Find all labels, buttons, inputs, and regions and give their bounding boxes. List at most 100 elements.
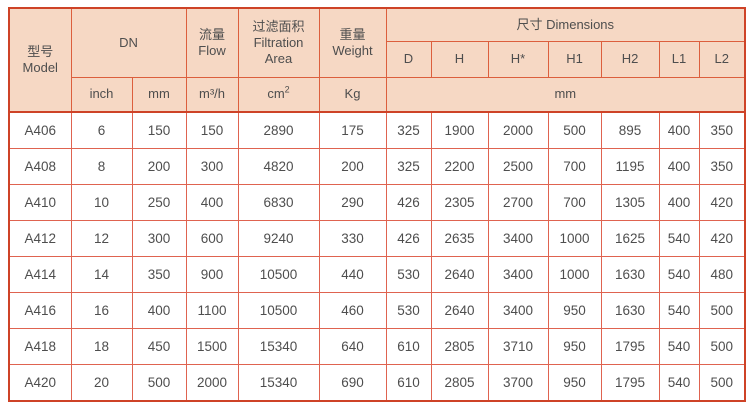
value-cell: 500 — [131, 364, 187, 402]
value-cell: 250 — [131, 184, 187, 221]
filtration-label-en1: Filtration — [253, 34, 304, 50]
value-cell: 300 — [185, 148, 239, 185]
value-cell: 950 — [547, 292, 602, 329]
value-cell: 18 — [70, 328, 133, 365]
value-cell: 3400 — [487, 292, 549, 329]
model-cell: A418 — [8, 328, 72, 365]
weight-label-zh: 重量 — [339, 26, 366, 42]
value-cell: 3710 — [487, 328, 549, 365]
unit-flow: m³/h — [185, 76, 239, 113]
value-cell: 1795 — [600, 364, 660, 402]
value-cell: 400 — [658, 148, 700, 185]
weight-label-en: Weight — [332, 42, 373, 58]
value-cell: 700 — [547, 184, 602, 221]
value-cell: 500 — [698, 292, 746, 329]
col-header-filtration-area: 过滤面积 Filtration Area — [237, 7, 320, 78]
value-cell: 500 — [547, 111, 602, 149]
value-cell: 400 — [185, 184, 239, 221]
flow-label-en: Flow — [198, 42, 226, 58]
value-cell: 3400 — [487, 220, 549, 257]
value-cell: 300 — [131, 220, 187, 257]
value-cell: 400 — [131, 292, 187, 329]
table-row: A420 20 500 2000 15340 690 610 2805 3700 950 1795 5… — [8, 364, 746, 402]
value-cell: 610 — [385, 364, 432, 402]
value-cell: 400 — [658, 184, 700, 221]
value-cell: 2000 — [487, 111, 549, 149]
col-header-dimensions: 尺寸 Dimensions — [385, 7, 746, 42]
value-cell: 426 — [385, 220, 432, 257]
col-header-l1: L1 — [658, 40, 700, 78]
col-header-d: D — [385, 40, 432, 78]
value-cell: 2000 — [185, 364, 239, 402]
table-row: A410 10 250 400 6830 290 426 2305 2700 700 1305 400… — [8, 184, 746, 221]
value-cell: 6 — [70, 111, 133, 149]
value-cell: 9240 — [237, 220, 320, 257]
value-cell: 10 — [70, 184, 133, 221]
model-label-en: Model — [22, 60, 58, 75]
value-cell: 350 — [131, 256, 187, 293]
value-cell: 350 — [698, 148, 746, 185]
value-cell: 460 — [318, 292, 387, 329]
header-row-units: inch mm m³/h cm2 Kg mm — [9, 76, 746, 113]
value-cell: 420 — [698, 220, 746, 257]
value-cell: 900 — [185, 256, 239, 293]
value-cell: 400 — [658, 111, 700, 149]
header-row-groups: 型号 Model DN 流量 Flow 过滤面积 Filtration Area… — [8, 7, 746, 113]
table-row: A418 18 450 1500 15340 640 610 2805 3710 950 1795 5… — [8, 328, 746, 365]
value-cell: 2635 — [430, 220, 489, 257]
value-cell: 2805 — [430, 364, 489, 402]
value-cell: 540 — [658, 364, 700, 402]
value-cell: 530 — [385, 292, 432, 329]
model-cell: A420 — [8, 364, 72, 402]
value-cell: 3700 — [487, 364, 549, 402]
col-header-l2: L2 — [698, 40, 746, 78]
filtration-label-zh: 过滤面积 — [252, 18, 305, 34]
table-row: A416 16 400 1100 10500 460 530 2640 3400 950 1630 5… — [8, 292, 746, 329]
value-cell: 2305 — [430, 184, 489, 221]
value-cell: 330 — [318, 220, 387, 257]
value-cell: 426 — [385, 184, 432, 221]
value-cell: 1100 — [185, 292, 239, 329]
value-cell: 2890 — [237, 111, 320, 149]
col-header-weight: 重量 Weight — [318, 7, 387, 78]
model-cell: A410 — [8, 184, 72, 221]
value-cell: 1795 — [600, 328, 660, 365]
value-cell: 200 — [318, 148, 387, 185]
value-cell: 20 — [70, 364, 133, 402]
value-cell: 480 — [698, 256, 746, 293]
value-cell: 15340 — [237, 328, 320, 365]
unit-area-exponent: 2 — [284, 84, 290, 95]
value-cell: 1305 — [600, 184, 660, 221]
model-label-zh: 型号 — [27, 44, 54, 60]
value-cell: 150 — [131, 111, 187, 149]
value-cell: 1000 — [547, 220, 602, 257]
value-cell: 2200 — [430, 148, 489, 185]
value-cell: 640 — [318, 328, 387, 365]
unit-area-base: cm — [267, 86, 285, 102]
value-cell: 690 — [318, 364, 387, 402]
value-cell: 290 — [318, 184, 387, 221]
value-cell: 2640 — [430, 256, 489, 293]
value-cell: 1500 — [185, 328, 239, 365]
value-cell: 12 — [70, 220, 133, 257]
table-row: A412 12 300 600 9240 330 426 2635 3400 1000 1625 54… — [8, 220, 746, 257]
value-cell: 14 — [70, 256, 133, 293]
value-cell: 2805 — [430, 328, 489, 365]
value-cell: 450 — [131, 328, 187, 365]
model-cell: A406 — [8, 111, 72, 149]
model-cell: A416 — [8, 292, 72, 329]
col-header-h: H — [430, 40, 489, 78]
value-cell: 3400 — [487, 256, 549, 293]
value-cell: 610 — [385, 328, 432, 365]
unit-dimensions: mm — [385, 76, 746, 113]
col-header-h1: H1 — [547, 40, 602, 78]
value-cell: 500 — [698, 364, 746, 402]
col-header-model: 型号 Model — [8, 7, 72, 113]
value-cell: 150 — [185, 111, 239, 149]
value-cell: 8 — [70, 148, 133, 185]
unit-weight: Kg — [318, 76, 387, 113]
model-cell: A408 — [8, 148, 72, 185]
value-cell: 350 — [698, 111, 746, 149]
value-cell: 500 — [698, 328, 746, 365]
